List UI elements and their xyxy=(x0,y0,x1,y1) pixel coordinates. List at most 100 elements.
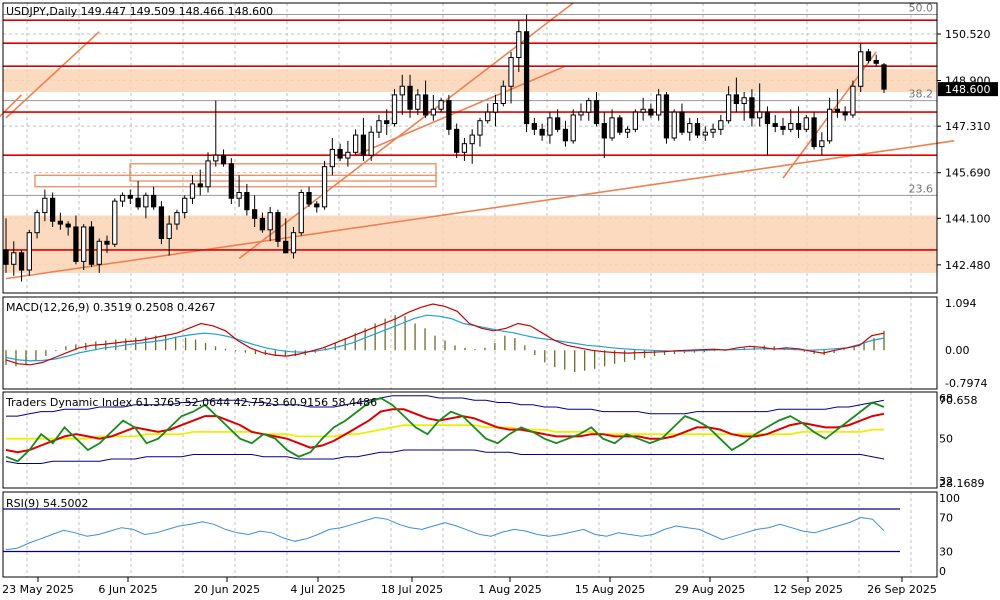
trend-line xyxy=(5,31,100,119)
fibonacci-label: 38.2 xyxy=(909,88,934,101)
price-zones xyxy=(3,69,937,273)
candle-body xyxy=(788,123,794,130)
rsi-panel xyxy=(3,508,900,553)
candle-body xyxy=(267,212,273,231)
candle-body xyxy=(663,94,670,139)
candle-body xyxy=(803,117,809,130)
price-zone xyxy=(3,215,937,273)
candle-body xyxy=(461,143,468,153)
candle-body xyxy=(228,163,234,199)
candle-body xyxy=(81,226,87,262)
candle-body xyxy=(345,151,351,159)
candle-body xyxy=(593,100,600,125)
candle-body xyxy=(632,111,638,130)
candle-body xyxy=(780,125,786,130)
rsi-y-label: 0 xyxy=(939,565,946,578)
horizontal-levels xyxy=(3,13,937,251)
candle-body xyxy=(500,85,506,104)
candle-body xyxy=(485,111,491,122)
y-tick-label: 142.480 xyxy=(945,259,991,272)
candle-body xyxy=(197,183,203,188)
consolidation-box xyxy=(129,163,437,182)
macd-y-label: 0.00 xyxy=(945,344,970,357)
candle-body xyxy=(158,206,165,239)
trend-line xyxy=(355,65,566,156)
candle-body xyxy=(407,85,413,110)
candles xyxy=(3,14,887,282)
x-tick-label: 6 Jun 2025 xyxy=(98,583,157,596)
candle-body xyxy=(391,94,398,125)
candle-body xyxy=(73,226,79,262)
tdi-red-line xyxy=(5,408,885,454)
candle-body xyxy=(438,100,444,110)
candle-body xyxy=(757,111,763,119)
candle-body xyxy=(858,51,864,87)
candle-body xyxy=(3,249,9,265)
panel-frame xyxy=(2,2,938,294)
candle-body xyxy=(469,134,475,145)
candle-body xyxy=(150,194,157,208)
y-tick-label: 144.100 xyxy=(945,212,991,225)
x-tick-label: 4 Jul 2025 xyxy=(290,583,345,596)
candle-body xyxy=(399,85,405,96)
tdi-y-label: 28.1689 xyxy=(939,477,985,490)
candle-body xyxy=(562,128,569,142)
candle-body xyxy=(508,57,514,87)
symbol-header: USDJPY,Daily 149.447 149.509 148.466 148… xyxy=(6,5,273,18)
candle-body xyxy=(174,212,180,225)
candle-body xyxy=(112,200,118,245)
tdi-green-line xyxy=(5,397,885,463)
panel-frame xyxy=(2,391,938,489)
candle-body xyxy=(96,240,102,265)
trend-line xyxy=(0,94,23,118)
trend-line xyxy=(5,140,955,280)
candle-body xyxy=(306,192,312,205)
candle-body xyxy=(213,154,219,162)
candle-body xyxy=(143,194,149,208)
x-tick-label: 15 Aug 2025 xyxy=(575,583,645,596)
panel-frames xyxy=(2,2,938,578)
tdi-y-label: 50 xyxy=(939,433,953,446)
candle-body xyxy=(842,111,848,116)
candle-body xyxy=(166,223,172,239)
candle-body xyxy=(275,212,281,242)
candle-body xyxy=(244,192,250,211)
panel-frame xyxy=(2,491,938,578)
candle-body xyxy=(819,140,825,148)
candle-body xyxy=(648,108,654,116)
candle-body xyxy=(547,117,553,136)
tdi-y-label: 70.658 xyxy=(939,394,978,407)
candle-body xyxy=(725,94,732,122)
candle-body xyxy=(236,192,242,199)
tdi-y-label: 68 xyxy=(939,392,953,405)
consolidation-box xyxy=(34,174,437,188)
candle-body xyxy=(733,94,740,104)
candle-body xyxy=(873,59,879,64)
candle-body xyxy=(446,100,452,130)
candle-body xyxy=(182,197,188,214)
candle-body xyxy=(694,123,701,136)
candle-body xyxy=(353,134,359,153)
macd-signal-line xyxy=(5,314,885,362)
candle-body xyxy=(811,117,817,148)
candle-body xyxy=(57,220,64,225)
candle-body xyxy=(523,31,530,125)
candle-body xyxy=(422,94,429,116)
fibonacci-label: 23.6 xyxy=(909,182,934,195)
y-tick-label: 145.690 xyxy=(945,167,991,180)
tdi-title: Traders Dynamic Index 61.3765 52.0644 42… xyxy=(5,396,377,409)
candle-body xyxy=(49,197,56,222)
macd-y-label: 1.094 xyxy=(945,297,977,310)
macd-main-line xyxy=(5,303,885,366)
price-zone xyxy=(3,69,937,93)
trend-lines xyxy=(0,2,955,280)
candle-body xyxy=(368,131,374,156)
macd-title: MACD(12,26,9) 0.3519 0.2508 0.4267 xyxy=(6,301,216,314)
fibonacci-label: 50.0 xyxy=(909,1,934,14)
candle-body xyxy=(772,123,778,127)
candle-body xyxy=(640,108,646,113)
candle-body xyxy=(601,123,607,139)
candle-body xyxy=(329,148,335,168)
candle-body xyxy=(384,120,390,125)
candle-body xyxy=(42,197,48,214)
